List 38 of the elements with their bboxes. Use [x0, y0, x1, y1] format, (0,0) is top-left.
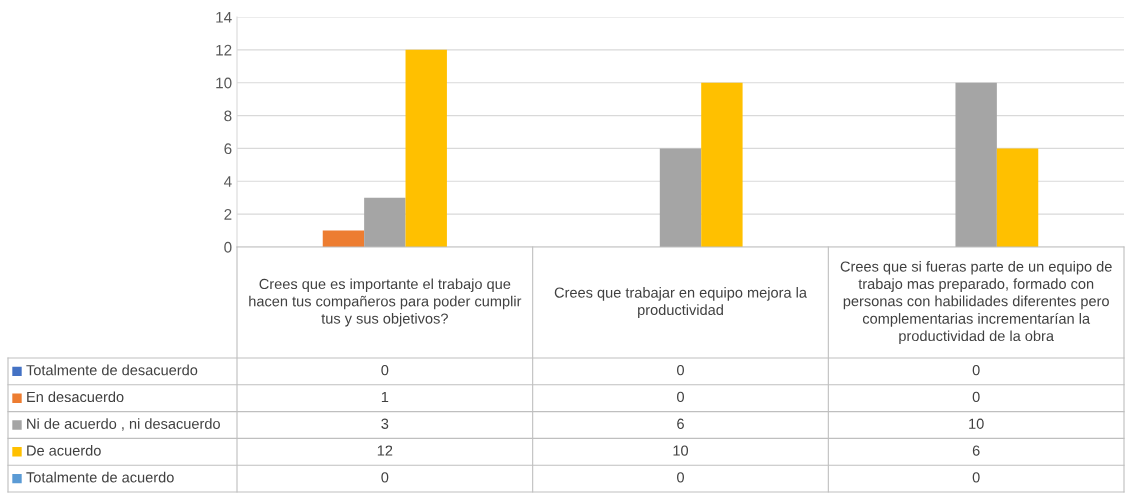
y-tick-label: 4: [223, 176, 232, 187]
data-label: 0: [677, 391, 684, 403]
bar: [364, 197, 406, 247]
data-label: 6: [972, 445, 980, 456]
legend-label: De acuerdo: [27, 445, 101, 456]
bar: [955, 82, 997, 247]
bar: [405, 49, 447, 247]
data-label: 1: [381, 391, 389, 402]
bar: [322, 230, 365, 247]
data-label: 0: [972, 472, 980, 483]
y-tick-label: 8: [224, 110, 232, 122]
data-label: 0: [972, 391, 980, 403]
bar: [701, 82, 743, 247]
data-label: 0: [677, 364, 684, 376]
y-tick-label: 6: [224, 143, 232, 155]
data-label: 12: [377, 445, 393, 456]
y-tick-label: 2: [224, 209, 232, 220]
y-tick-label: 0: [224, 241, 232, 253]
legend-label: En desacuerdo: [27, 391, 124, 403]
data-label: 10: [969, 418, 984, 429]
data-label: 0: [381, 472, 389, 483]
y-tick-label: 10: [216, 77, 232, 89]
data-label: 6: [677, 418, 684, 429]
legend-label: Totalmente de acuerdo: [26, 471, 174, 483]
data-label: 0: [677, 472, 684, 483]
y-tick-label: 12: [216, 44, 232, 56]
y-tick-label: 14: [216, 12, 232, 23]
data-label: 10: [673, 445, 689, 456]
bar: [996, 148, 1039, 247]
bar: [659, 148, 702, 247]
x-tick-label: Crees que si fueras parte de un equipo de trabajo mas preparado, formado con personas con habilidades diferentes pero complementarias incrementarían la productividad de la obra: [840, 261, 1112, 344]
data-label: 3: [381, 418, 389, 429]
legend-label: Totalmente de desacuerdo: [26, 364, 198, 376]
data-label: 0: [381, 364, 389, 376]
legend-label: Ni de acuerdo , ni desacuerdo: [27, 418, 220, 431]
x-tick-label: Crees que es importante el trabajo que hacen tus compañeros para poder cumplir tus y sus objetivos?: [249, 278, 522, 327]
data-label: 0: [972, 364, 980, 376]
x-tick-label: Crees que trabajar en equipo mejora la productividad: [554, 287, 807, 318]
